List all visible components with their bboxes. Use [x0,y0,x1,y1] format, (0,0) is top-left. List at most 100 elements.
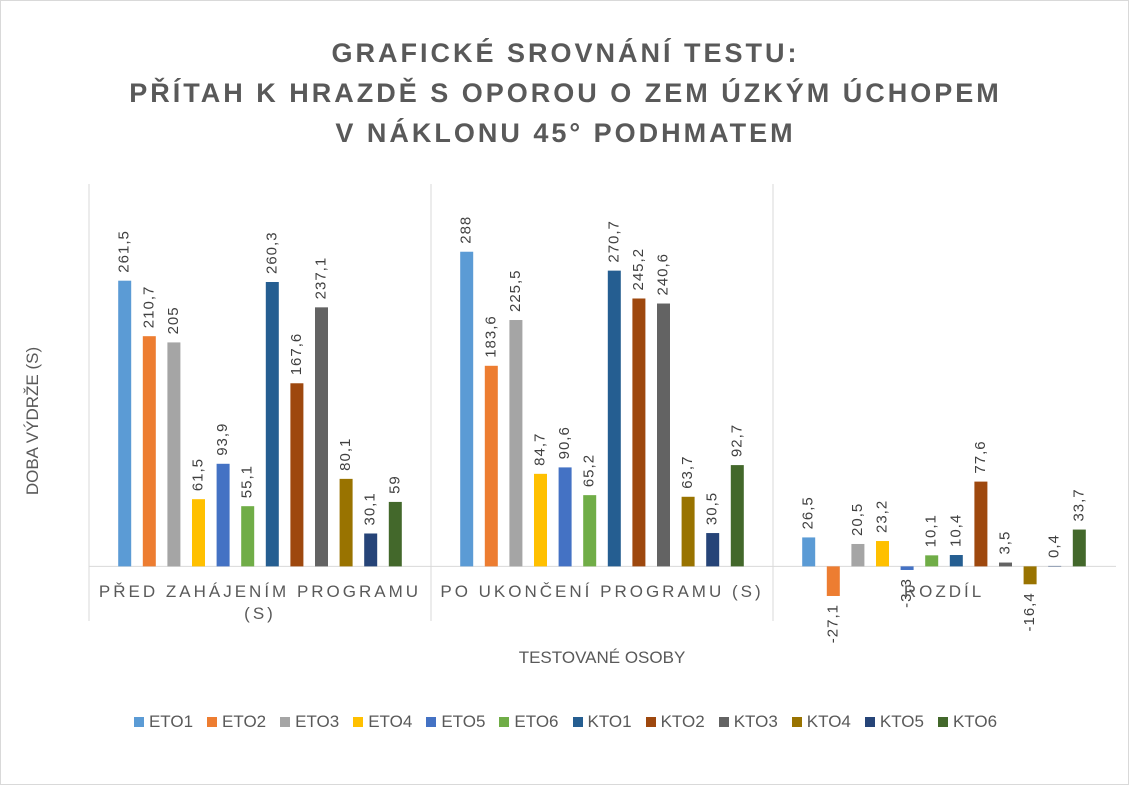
legend-item: ETO2 [207,712,266,732]
data-label: 93,9 [214,423,231,456]
legend-label: ETO1 [148,712,194,731]
data-label: 30,5 [704,492,721,525]
x-tick-label: PO UKONČENÍ PROGRAMU (S) [440,582,764,601]
data-label: 26,5 [800,496,817,529]
data-label: 167,6 [288,333,305,376]
data-label: 270,7 [605,220,622,263]
bar [216,463,230,567]
data-label: 183,6 [482,315,499,358]
data-label: -3,3 [898,578,915,608]
legend-item: ETO5 [426,712,485,732]
legend-label: KTO1 [587,712,632,731]
bar [192,499,205,567]
legend-label: KTO4 [806,712,851,731]
data-label: 225,5 [507,269,524,312]
data-label: 0,4 [1046,534,1063,558]
data-label: 261,5 [116,230,133,273]
legend-label: ETO5 [441,712,486,731]
legend-swatch [426,717,437,727]
data-label: 205 [165,306,182,334]
data-label: 260,3 [263,231,280,274]
bar [900,566,914,570]
legend-swatch [353,717,364,727]
bar [583,495,597,567]
x-tick-label: PŘED ZAHÁJENÍM PROGRAMU (S) [98,582,422,623]
bar [999,562,1012,567]
legend-item: ETO6 [499,712,559,732]
bar [142,336,156,567]
x-axis-title: TESTOVANÉ OSOBY [518,648,686,667]
bar [484,365,498,567]
legend-label: KTO2 [660,712,705,731]
data-label: 237,1 [312,257,329,300]
bar [632,298,646,567]
legend-swatch [864,717,875,727]
data-label: 30,1 [362,492,379,525]
data-label: 10,1 [923,514,940,547]
bar [706,533,720,567]
bar [388,501,402,567]
legend-swatch [937,717,948,727]
legend-label: KTO5 [879,712,924,731]
data-label: 210,7 [140,286,157,329]
bar [241,506,255,567]
legend-swatch [791,717,802,727]
bar [949,555,963,567]
legend: ETO1 ETO2 ETO3 ETO4 ETO5 ETO6 KTO1 KTO2 KTO3 KTO4… [1,712,1128,732]
legend-swatch [133,717,144,727]
bar [265,281,279,567]
bar [509,320,523,567]
bar [364,533,378,567]
bar [118,280,132,567]
data-label: -16,4 [1021,592,1038,631]
bar [974,481,988,567]
y-axis-title: DOBA VÝDRŽE (S) [23,346,42,496]
legend-item: ETO3 [280,712,339,732]
bar [730,465,744,567]
bar [1023,566,1037,585]
legend-item: KTO6 [937,712,997,732]
legend-label: ETO4 [368,712,413,731]
data-label: 65,2 [581,454,598,487]
bar [315,307,328,567]
legend-item: KTO3 [718,712,778,732]
bar [681,496,695,567]
data-label: 23,2 [873,500,890,533]
legend-label: ETO3 [295,712,340,731]
data-label: 92,7 [728,424,745,457]
data-label: 61,5 [189,458,206,491]
data-label: 10,4 [947,514,964,547]
legend-label: ETO2 [222,712,267,731]
chart-title: GRAFICKÉ SROVNÁNÍ TESTU: PŘÍTAH K HRAZDĚ… [129,38,1002,148]
data-label: 84,7 [531,433,548,466]
bar [802,537,816,567]
data-label: 3,5 [996,531,1013,555]
legend-label: KTO3 [733,712,778,731]
bar [339,478,353,567]
bar [534,473,547,567]
bar [826,566,840,596]
legend-swatch [207,717,218,727]
legend-item: KTO4 [791,712,851,732]
data-label: 90,6 [556,426,573,459]
bar [851,543,865,567]
data-label: 63,7 [679,456,696,489]
legend-item: KTO2 [645,712,705,732]
data-label: -27,1 [824,604,841,643]
legend-item: KTO1 [572,712,632,732]
bar [558,467,572,567]
bar [876,541,889,567]
data-label: 77,6 [972,440,989,473]
data-label: 80,1 [337,438,354,471]
legend-item: KTO5 [864,712,924,732]
x-tick-label: ROZDÍL [903,582,985,601]
legend-label: ETO6 [514,712,559,731]
legend-swatch [280,717,291,727]
legend-item: ETO1 [133,712,194,732]
data-label: 245,2 [630,248,647,291]
bar [657,303,670,567]
bar [1072,529,1086,567]
bar [167,342,181,567]
bar [607,270,621,567]
